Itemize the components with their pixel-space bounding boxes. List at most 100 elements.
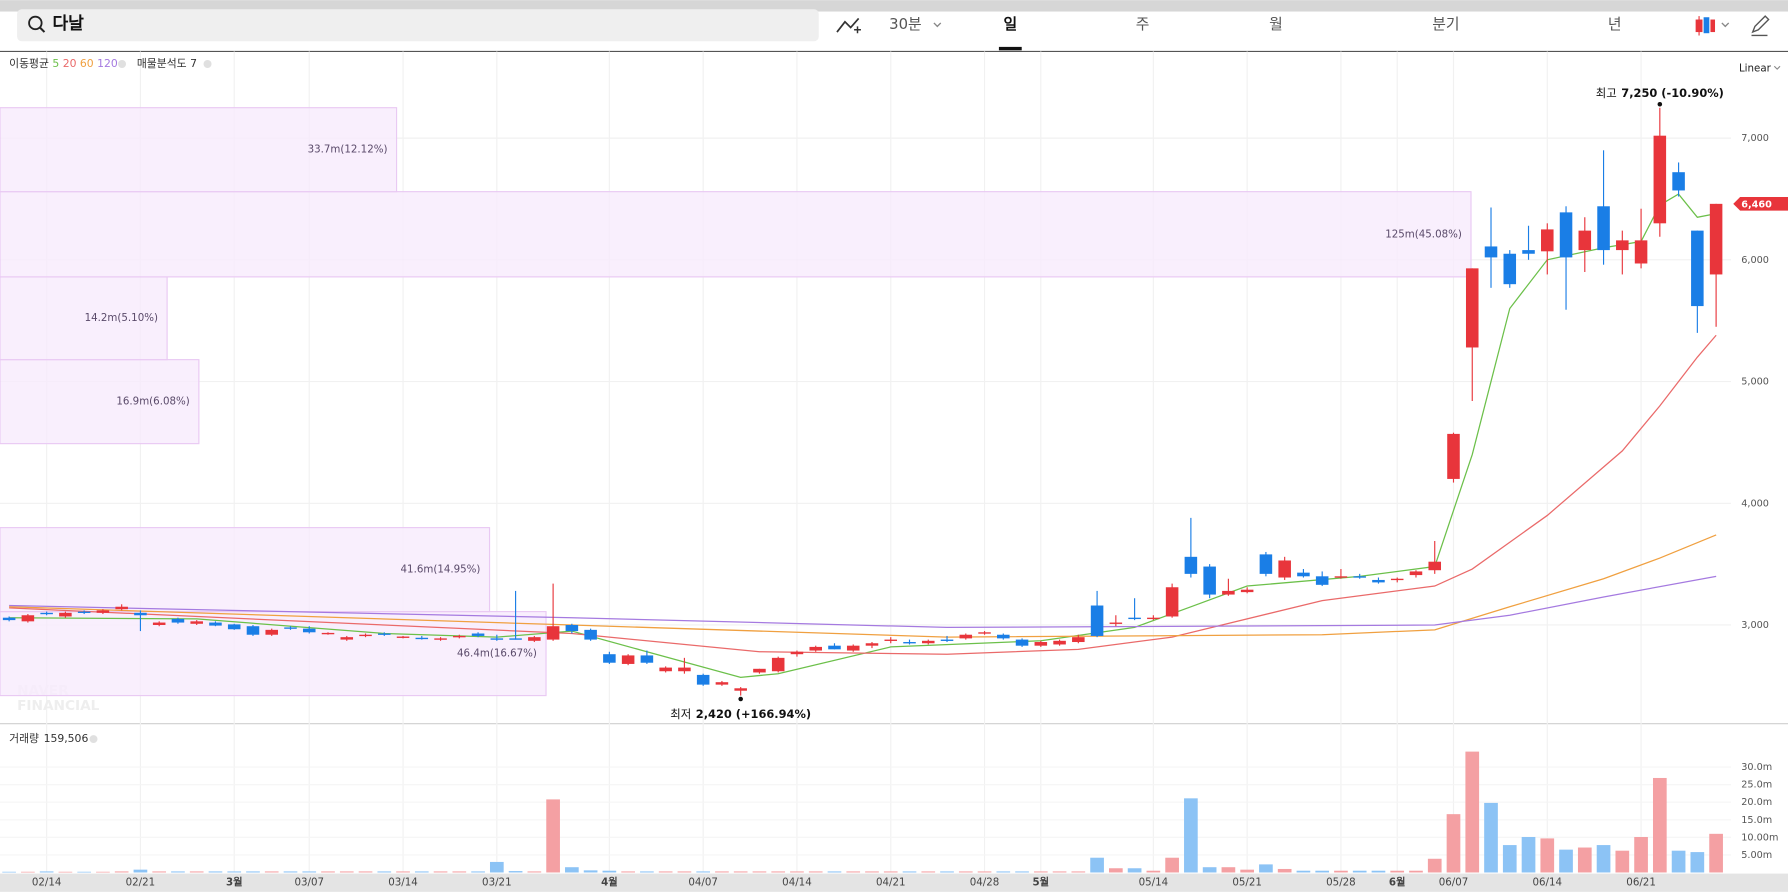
volume-bar [264, 871, 279, 873]
candle-body [903, 642, 916, 644]
volume-bar [808, 871, 823, 873]
search-box[interactable] [17, 9, 819, 42]
candle-body [659, 667, 672, 672]
y2-tick-label: 15.0m [1741, 815, 1772, 826]
volume-bar [715, 871, 729, 873]
candle-body [997, 634, 1010, 639]
volume-bar [1615, 850, 1630, 873]
candle-body [884, 639, 898, 641]
candle-body [227, 624, 241, 630]
volume-bar [846, 871, 861, 873]
volume-bar [677, 871, 692, 873]
volume-bar [77, 871, 91, 873]
candle-body [171, 618, 185, 623]
candle-body [940, 639, 954, 641]
candle-body [715, 682, 729, 685]
volume-bar [471, 871, 485, 873]
candle-body [1053, 640, 1066, 645]
candle-body [115, 606, 128, 610]
x-tick-label: 03/07 [294, 877, 324, 889]
volume-bar [865, 871, 879, 873]
volume-bar [489, 861, 504, 873]
candle-body [809, 646, 822, 651]
scale-label[interactable]: Linear [1739, 63, 1772, 75]
legend-entry: 60 [80, 57, 94, 70]
toolbar-item[interactable]: 주 [1136, 16, 1150, 33]
candle-body [1691, 230, 1704, 307]
candle-body [1165, 587, 1179, 617]
profile-label: 125m(45.08%) [1385, 228, 1462, 240]
candle-body [1559, 212, 1573, 258]
candle-body [134, 612, 147, 616]
volume-bar [1409, 870, 1423, 873]
volume-bar [1446, 814, 1461, 873]
toolbar-item[interactable]: 일 [1003, 16, 1017, 33]
candle-body [603, 654, 616, 663]
x-tick-label: 4월 [601, 876, 618, 889]
candle-body [1372, 579, 1385, 583]
toolbar-item[interactable]: 월 [1269, 16, 1283, 33]
candle-body [771, 657, 785, 672]
draw-icon[interactable] [1751, 15, 1770, 37]
note-value: 7,250 (-10.90%) [1621, 85, 1724, 99]
note-label: 최고 [1596, 85, 1617, 99]
candle-body [96, 610, 110, 613]
close-icon[interactable] [118, 60, 127, 68]
toolbar-item[interactable]: 30분 [889, 16, 921, 33]
candle-body [1672, 172, 1685, 191]
candle-body [509, 638, 522, 640]
volume-bar [583, 870, 598, 873]
candle-body [1616, 240, 1629, 251]
profile-legend[interactable]: 매물분석도 7 [137, 57, 197, 70]
candle-body [490, 638, 504, 640]
volume-bar [902, 871, 917, 873]
note-label: 최저 [670, 706, 691, 720]
x-tick-label: 02/14 [32, 877, 62, 889]
candle-body [640, 655, 654, 663]
search-text[interactable]: 다날 [52, 14, 84, 34]
x-tick-label: 04/28 [970, 877, 1000, 889]
candle-body [302, 628, 316, 633]
profile-label: 14.2m(5.10%) [85, 312, 158, 324]
volume-bar [546, 799, 560, 873]
y-tick-label: 6,000 [1741, 255, 1769, 266]
close-icon[interactable] [89, 735, 98, 744]
chart-type-icon[interactable] [1695, 16, 1730, 36]
ma-line [9, 575, 1717, 629]
volume-legend[interactable]: 거래량 159,506 [9, 732, 88, 745]
close-icon[interactable] [203, 60, 212, 68]
selected-underline [998, 46, 1022, 51]
toolbar-item[interactable]: 분기 [1432, 16, 1459, 33]
y-tick-label: 3,000 [1741, 620, 1769, 631]
chevron [1773, 65, 1781, 70]
volume-bar [602, 870, 617, 873]
ma-legend[interactable]: 이동평균 5 20 60 120 [9, 57, 118, 70]
extreme-dot [1657, 101, 1663, 107]
volume-bar [208, 871, 223, 873]
volume-bar [433, 871, 448, 873]
profile-band [0, 359, 200, 445]
toolbar-item[interactable]: 년 [1608, 16, 1622, 33]
volume-bar [508, 871, 523, 873]
search-icon [28, 15, 43, 31]
candle-body [152, 622, 166, 625]
volume-bar [1071, 871, 1086, 873]
volume-bar [1277, 868, 1292, 873]
volume-bar [1127, 868, 1142, 873]
volume-bar [414, 871, 429, 873]
volume-bar [1521, 836, 1536, 873]
volume-bar [790, 871, 804, 873]
candle-body [1709, 203, 1723, 275]
candle-body [434, 638, 447, 640]
x-tick-label: 05/14 [1139, 877, 1169, 889]
volume-bar [1259, 864, 1273, 873]
volume-bar [1652, 777, 1667, 873]
volume-title: 거래량 [9, 732, 39, 745]
volume-bar [827, 871, 842, 873]
volume-bar [133, 869, 148, 873]
indicator-icon[interactable] [836, 17, 860, 33]
volume-bar [640, 871, 654, 873]
candle-body [1184, 556, 1198, 574]
